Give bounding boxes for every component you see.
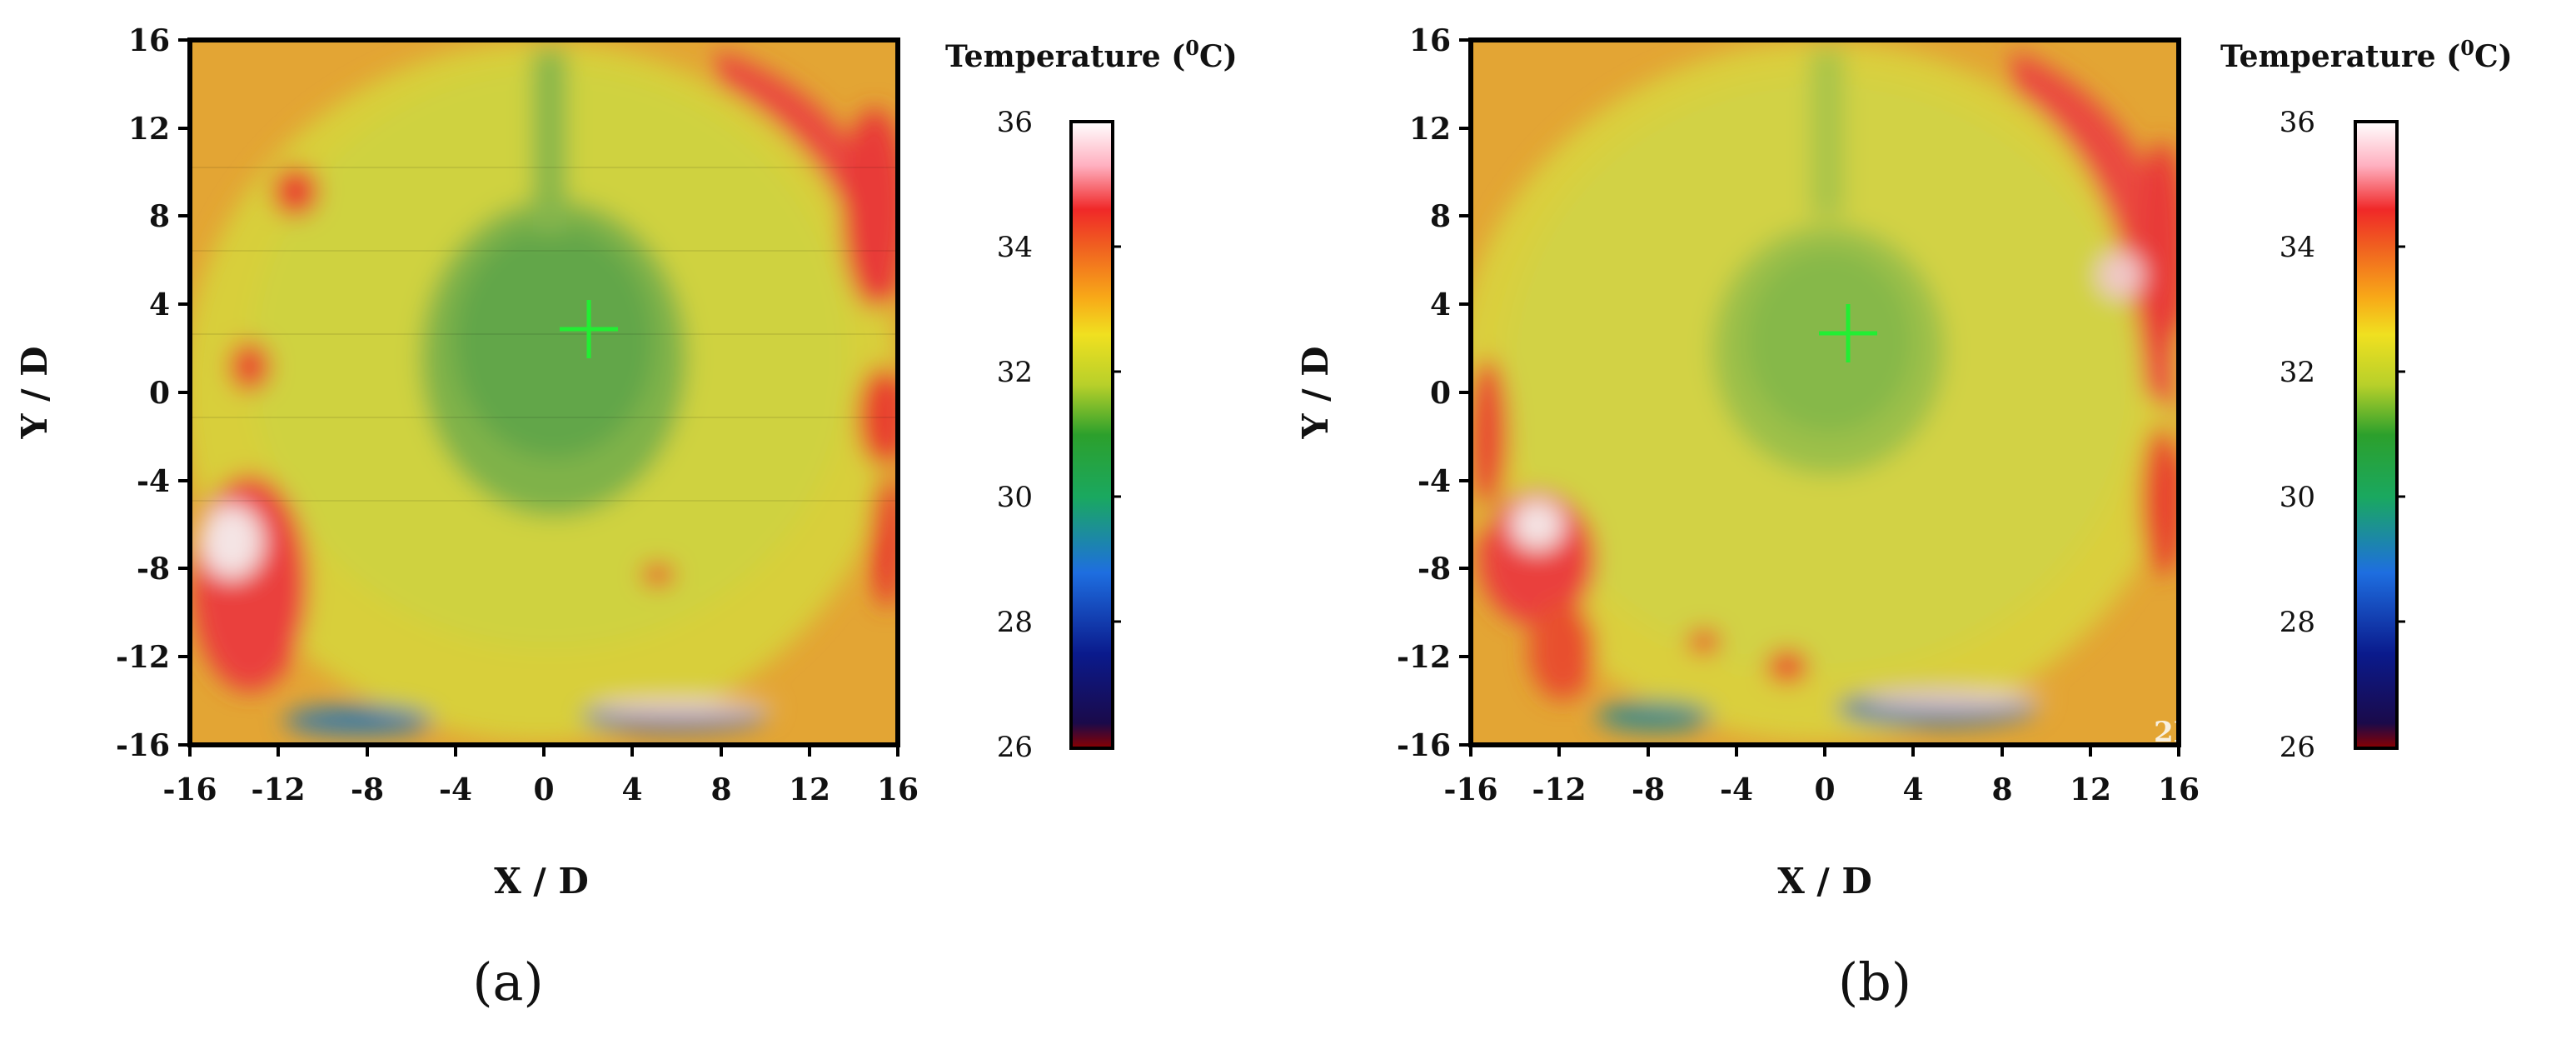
x-tick-label: -8 [351,772,384,807]
y-tick-label: 8 [1430,199,1451,234]
x-tick-label: 16 [877,772,919,807]
colorbar-tick-labels-a: 36 34 32 30 28 26 [997,106,1033,764]
center-marker-cross [560,300,618,358]
y-tick-label: -4 [1418,464,1451,499]
x-tick-label: -4 [1720,772,1753,807]
y-tick-label: -16 [1397,728,1451,763]
x-tick-marks-b [1469,745,2180,757]
x-tick-label: 12 [789,772,830,807]
x-tick-label: 0 [533,772,554,807]
y-axis-label: Y / D [14,347,55,440]
heatmap-svg-b: 2D 16 12 8 4 [1295,23,2513,1012]
colorbar [2354,120,2399,750]
watermark-text: 2D [2154,716,2198,749]
x-tick-labels-a: -16 -12 -8 -4 0 4 8 12 16 [162,772,919,807]
x-tick-label: -4 [439,772,472,807]
y-axis-label: Y / D [1295,347,1336,440]
colorbar-tick-label: 26 [997,731,1033,764]
y-tick-label: 0 [149,376,170,411]
x-tick-label: 16 [2158,772,2200,807]
panel-label-a: (a) [472,952,543,1012]
scanline-texture-a [190,167,898,502]
y-tick-label: -16 [116,728,170,763]
x-tick-label: -12 [1532,772,1586,807]
y-tick-label: 4 [149,287,170,322]
panel-label-b: (b) [1838,952,1911,1012]
x-tick-label: 8 [1991,772,2012,807]
y-tick-label: 8 [149,199,170,234]
x-tick-label: 4 [621,772,642,807]
heatmap-field-b: 2D [1471,40,2198,749]
heatmap-panel-b: 2D 16 12 8 4 [1288,0,2575,1036]
y-tick-label: 16 [1409,23,1451,58]
colorbar-tick-label: 28 [997,606,1033,639]
x-tick-label: 12 [2070,772,2111,807]
colorbar-ticks-a [1113,245,1121,623]
colorbar-tick-label: 32 [997,356,1033,389]
colorbar-tick-labels-b: 36 34 32 30 28 26 [2280,106,2315,764]
x-tick-label: 0 [1814,772,1835,807]
x-tick-label: -16 [1443,772,1497,807]
y-tick-marks-b [1459,38,1471,747]
y-tick-label: -12 [116,640,170,675]
x-tick-label: -16 [162,772,217,807]
x-tick-label: 4 [1902,772,1923,807]
y-tick-label: -8 [1418,552,1451,587]
y-tick-label: 0 [1430,376,1451,411]
y-tick-label: -4 [137,464,170,499]
colorbar-ticks-b [2397,245,2405,623]
y-tick-labels-b: 16 12 8 4 0 -4 -8 -12 -16 [1397,23,1451,763]
x-tick-label: -12 [251,772,305,807]
colorbar [1069,120,1114,750]
colorbar-title: Temperature (0C) [945,36,1238,74]
heatmap-panel-a: 16 12 8 4 0 -4 -8 -12 -16 -16 -12 -8 -4 … [0,0,1288,1036]
center-marker-cross [1819,304,1877,362]
y-tick-label: 16 [128,23,170,58]
x-tick-marks-a [188,745,899,757]
y-tick-label: -8 [137,552,170,587]
colorbar-tick-label: 36 [997,106,1033,139]
colorbar-tick-label: 32 [2280,356,2315,389]
y-tick-label: 12 [128,112,170,147]
x-axis-label: X / D [494,861,589,902]
heatmap-svg-a: 16 12 8 4 0 -4 -8 -12 -16 -16 -12 -8 -4 … [14,23,1238,1012]
colorbar-tick-label: 30 [2280,481,2315,514]
x-tick-label: 8 [710,772,731,807]
y-tick-label: 4 [1430,287,1451,322]
y-tick-marks-a [178,38,190,747]
colorbar-tick-label: 34 [997,231,1033,264]
x-axis-label: X / D [1777,861,1872,902]
colorbar-tick-label: 26 [2280,731,2315,764]
y-tick-label: 12 [1409,112,1451,147]
heatmap-field-a [190,40,898,745]
colorbar-tick-label: 28 [2280,606,2315,639]
y-tick-label: -12 [1397,640,1451,675]
x-tick-labels-b: -16 -12 -8 -4 0 4 8 12 16 [1443,772,2200,807]
colorbar-tick-label: 36 [2280,106,2315,139]
y-tick-labels-a: 16 12 8 4 0 -4 -8 -12 -16 [116,23,170,763]
colorbar-tick-label: 34 [2280,231,2315,264]
colorbar-tick-label: 30 [997,481,1033,514]
x-tick-label: -8 [1632,772,1665,807]
colorbar-title: Temperature (0C) [2220,36,2513,74]
